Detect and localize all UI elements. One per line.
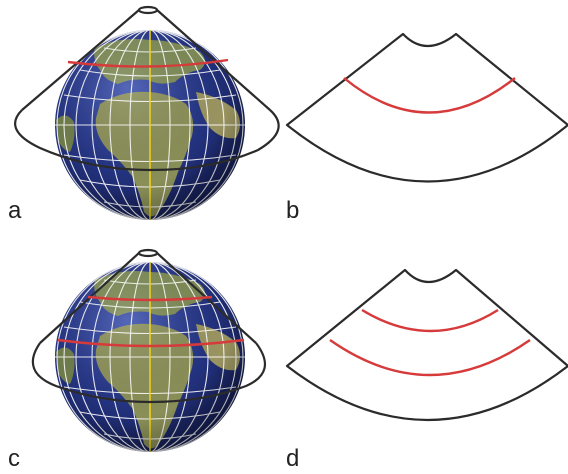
standard-parallel-lower — [57, 338, 245, 348]
developed-cone-outline — [285, 268, 568, 421]
panel-label-b: b — [286, 197, 299, 224]
standard-parallel — [343, 77, 516, 114]
standard-parallel-lower — [329, 339, 531, 377]
cone-icon — [14, 5, 280, 172]
globe-tangent-cone — [14, 5, 280, 220]
standard-parallel-upper — [87, 295, 213, 302]
panel-label-c: c — [8, 445, 20, 472]
developed-cone-icon — [285, 268, 568, 421]
standard-parallel-upper — [361, 308, 499, 333]
developed-cone-icon — [285, 32, 568, 183]
panel-label-d: d — [286, 445, 299, 472]
standard-parallel — [67, 58, 229, 68]
globe-icon — [55, 30, 245, 220]
globe-secant-cone — [31, 248, 267, 452]
panel-label-a: a — [8, 197, 22, 224]
developed-cone-outline — [285, 32, 568, 183]
globe-icon — [55, 262, 245, 452]
